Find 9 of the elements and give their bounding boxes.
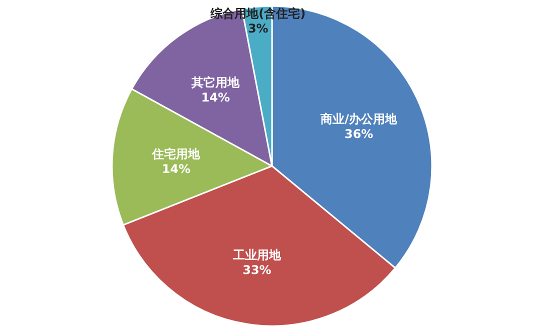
- data-label: 14%: [162, 162, 191, 176]
- slice-label: 其它用地: [190, 75, 241, 90]
- slice-label: 住宅用地: [151, 146, 202, 161]
- slice-label: 商业/办公用地: [320, 112, 398, 126]
- data-label: 3%: [248, 21, 268, 36]
- slice-label: 工业用地: [232, 248, 282, 262]
- data-label: 14%: [201, 90, 230, 104]
- data-label: 33%: [242, 262, 272, 277]
- data-label: 36%: [344, 127, 374, 142]
